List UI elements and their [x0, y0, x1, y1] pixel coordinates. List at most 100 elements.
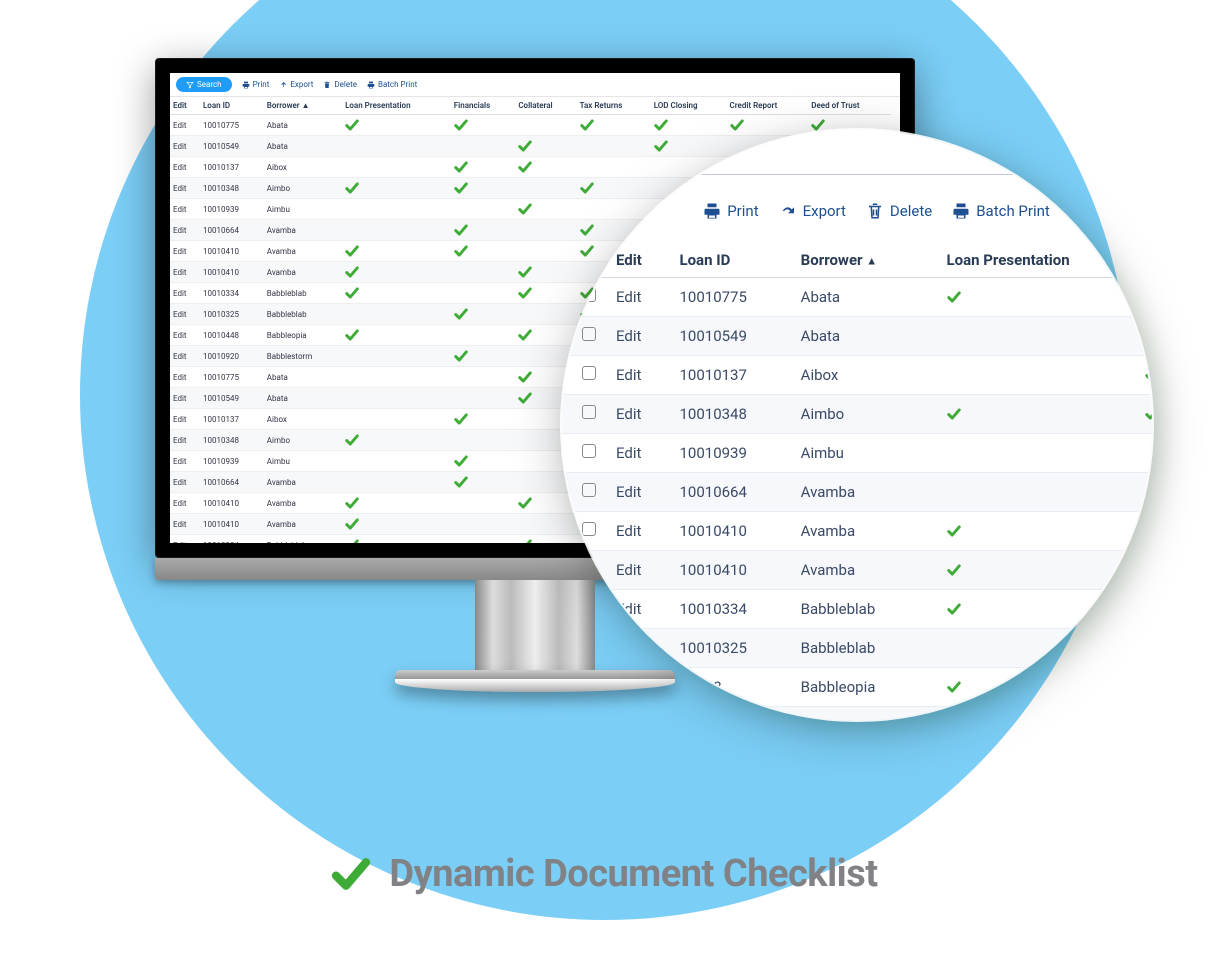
edit-link[interactable]: Edit: [606, 551, 669, 590]
financials-column[interactable]: [1135, 243, 1152, 278]
checkbox-cell[interactable]: [562, 629, 606, 668]
table-column[interactable]: Tax Returns: [577, 97, 651, 115]
edit-link[interactable]: Edit: [170, 199, 200, 220]
edit-link[interactable]: Edit: [170, 220, 200, 241]
delete-label: Delete: [890, 202, 932, 220]
edit-link[interactable]: Edit: [170, 451, 200, 472]
loan-id-cell: 10010348: [200, 430, 264, 451]
table-column[interactable]: Collateral: [515, 97, 576, 115]
check-cell: [342, 430, 451, 451]
edit-link[interactable]: [606, 668, 669, 707]
check-cell: [451, 409, 516, 430]
loan-presentation-column[interactable]: Loan Presentation: [937, 243, 1135, 278]
checkbox-cell[interactable]: [562, 317, 606, 356]
checkbox[interactable]: [582, 405, 596, 419]
batch-print-link-small[interactable]: Batch Print: [367, 80, 417, 89]
checkbox-cell[interactable]: [562, 395, 606, 434]
edit-link[interactable]: Edit: [170, 388, 200, 409]
search-button-small[interactable]: Search: [176, 77, 232, 92]
table-column[interactable]: Deed of Trust: [808, 97, 891, 115]
edit-link[interactable]: Edit: [170, 367, 200, 388]
loan-id-column[interactable]: Loan ID: [669, 243, 790, 278]
print-button[interactable]: Print: [703, 202, 758, 220]
edit-link[interactable]: Edit: [170, 514, 200, 535]
table-column[interactable]: Financials: [451, 97, 516, 115]
edit-link[interactable]: Edit: [606, 512, 669, 551]
checkbox-cell[interactable]: [562, 551, 606, 590]
batch-print-button[interactable]: Batch Print: [952, 202, 1050, 220]
checkbox-cell[interactable]: [562, 512, 606, 551]
edit-link[interactable]: Edit: [170, 178, 200, 199]
edit-column[interactable]: Edit: [606, 243, 669, 278]
edit-link[interactable]: Edit: [170, 136, 200, 157]
checkbox-cell[interactable]: [562, 707, 606, 721]
checkbox-cell[interactable]: [562, 278, 606, 317]
loan-id-cell: 10010334: [200, 283, 264, 304]
table-column[interactable]: Loan Presentation: [342, 97, 451, 115]
edit-link[interactable]: Edit: [170, 346, 200, 367]
edit-link[interactable]: Edit: [170, 283, 200, 304]
search-button[interactable]: arch: [562, 193, 631, 229]
checkbox[interactable]: [582, 561, 596, 575]
table-column[interactable]: Borrower ▲: [264, 97, 342, 115]
check-icon: [454, 349, 513, 363]
print-link-small[interactable]: Print: [242, 80, 270, 89]
checkbox[interactable]: [582, 366, 596, 380]
edit-link[interactable]: Edit: [170, 535, 200, 544]
edit-link[interactable]: Edit: [606, 434, 669, 473]
financials-cell: [1135, 551, 1152, 590]
edit-link[interactable]: Edit: [170, 241, 200, 262]
borrower-column[interactable]: Borrower ▲: [791, 243, 937, 278]
edit-link[interactable]: Edit: [170, 430, 200, 451]
edit-link[interactable]: Edit: [170, 472, 200, 493]
borrower-cell: Aimbu: [791, 434, 937, 473]
loan-presentation-cell: [937, 707, 1135, 721]
edit-link[interactable]: Edit: [170, 493, 200, 514]
delete-link-small[interactable]: Delete: [323, 80, 357, 89]
checkbox-cell[interactable]: [562, 356, 606, 395]
checkbox[interactable]: [582, 444, 596, 458]
loan-id-cell: 10010549: [200, 388, 264, 409]
edit-link[interactable]: [606, 629, 669, 668]
edit-link[interactable]: Edit: [606, 278, 669, 317]
export-button[interactable]: Export: [779, 202, 846, 220]
checkbox[interactable]: [582, 483, 596, 497]
edit-link[interactable]: Edit: [170, 409, 200, 430]
checkbox-cell[interactable]: [562, 473, 606, 512]
checkbox[interactable]: [582, 600, 596, 614]
checkbox-cell[interactable]: [562, 434, 606, 473]
checkbox[interactable]: [582, 288, 596, 302]
table-column[interactable]: Credit Report: [727, 97, 809, 115]
headline-text: Dynamic Document Checklist: [389, 852, 877, 896]
loan-id-cell: 10010549: [669, 317, 790, 356]
edit-link[interactable]: Edit: [170, 262, 200, 283]
export-link-small[interactable]: Export: [279, 80, 313, 89]
check-cell: [342, 115, 451, 136]
edit-link[interactable]: Edit: [606, 590, 669, 629]
loan-id-cell: 10010348: [669, 395, 790, 434]
check-cell: [342, 283, 451, 304]
edit-link[interactable]: Edit: [606, 473, 669, 512]
delete-button[interactable]: Delete: [866, 202, 932, 220]
check-cell: [451, 325, 516, 346]
checkbox[interactable]: [582, 522, 596, 536]
table-column[interactable]: Edit: [170, 97, 200, 115]
checkbox-cell[interactable]: [562, 668, 606, 707]
edit-link[interactable]: Edit: [170, 304, 200, 325]
checkbox[interactable]: [582, 327, 596, 341]
check-icon: [1145, 407, 1152, 421]
edit-link[interactable]: Edit: [170, 157, 200, 178]
check-icon: [1145, 290, 1152, 304]
edit-link[interactable]: Edit: [170, 115, 200, 136]
edit-link[interactable]: [606, 707, 669, 721]
edit-link[interactable]: Edit: [606, 356, 669, 395]
edit-link[interactable]: Edit: [606, 317, 669, 356]
check-icon: [345, 538, 448, 543]
check-icon: [345, 496, 448, 510]
check-icon: [1145, 368, 1152, 382]
edit-link[interactable]: Edit: [606, 395, 669, 434]
edit-link[interactable]: Edit: [170, 325, 200, 346]
table-column[interactable]: LOD Closing: [651, 97, 727, 115]
table-column[interactable]: Loan ID: [200, 97, 264, 115]
checkbox-cell[interactable]: [562, 590, 606, 629]
